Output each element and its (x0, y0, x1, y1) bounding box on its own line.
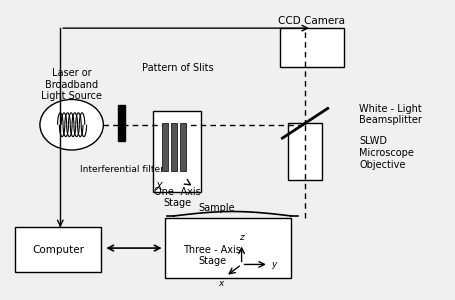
Bar (162, 123, 167, 171)
Text: Three - Axis
Stage: Three - Axis Stage (183, 245, 241, 266)
Text: One- Axis
Stage: One- Axis Stage (153, 187, 200, 208)
Text: X: X (156, 182, 162, 192)
Text: Interferential filter: Interferential filter (79, 165, 163, 174)
Ellipse shape (40, 100, 103, 150)
Text: x: x (217, 279, 223, 288)
Bar (15, 227, 101, 272)
Text: y: y (270, 260, 276, 269)
Bar (171, 123, 177, 171)
Text: z: z (239, 233, 243, 242)
Bar (279, 28, 343, 67)
Text: Sample: Sample (198, 203, 234, 213)
Text: SLWD
Microscope
Objective: SLWD Microscope Objective (359, 136, 414, 169)
Bar (180, 123, 186, 171)
Text: Laser or
Broadband
Light Source: Laser or Broadband Light Source (41, 68, 102, 101)
Text: CCD Camera: CCD Camera (278, 16, 344, 26)
Text: Pattern of Slits: Pattern of Slits (142, 63, 213, 73)
Text: White - Light
Beamsplitter: White - Light Beamsplitter (359, 103, 421, 125)
Bar (164, 218, 291, 278)
Bar (117, 105, 125, 141)
Bar (287, 123, 321, 180)
Bar (153, 111, 200, 192)
Text: Computer: Computer (32, 244, 84, 255)
